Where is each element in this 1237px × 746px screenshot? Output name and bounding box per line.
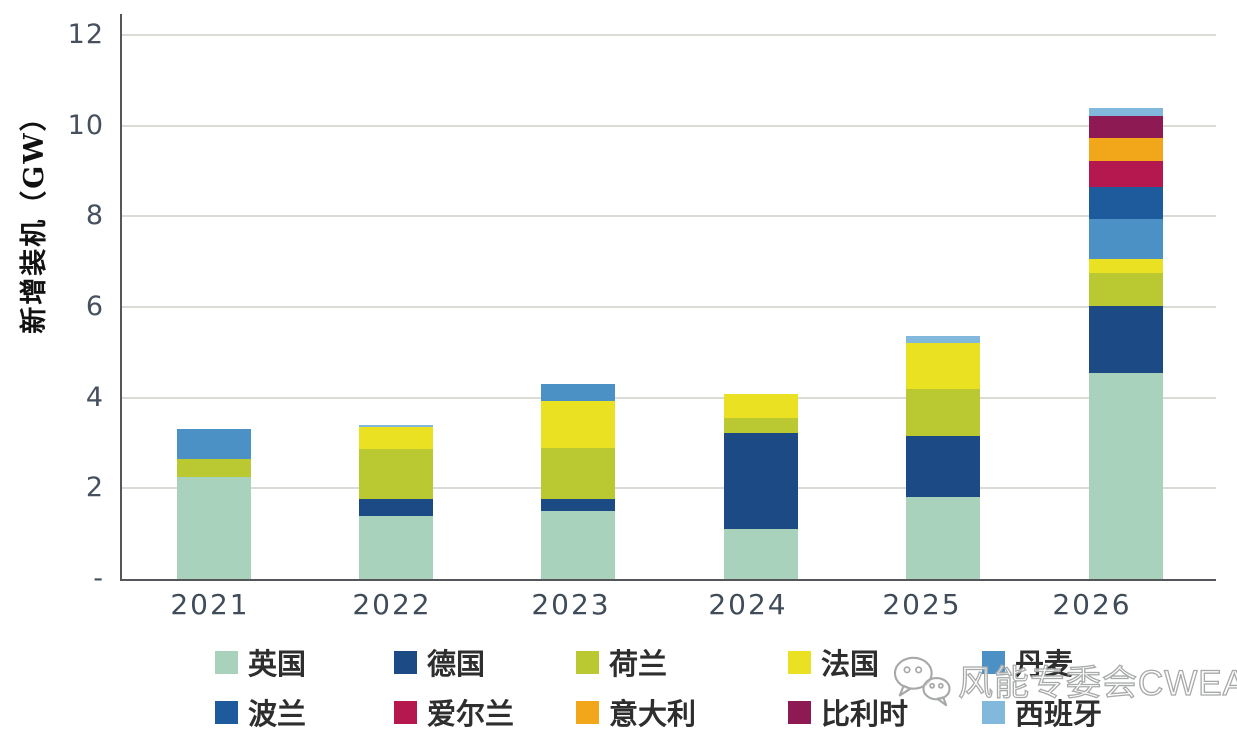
x-tick-label-2022: 2022 <box>352 588 432 621</box>
bar-segment-爱尔兰-2026 <box>1089 160 1163 187</box>
bar-segment-西班牙-2025 <box>906 335 980 344</box>
bar-segment-西班牙-2026 <box>1089 107 1163 117</box>
y-tick-label: 10 <box>67 109 104 141</box>
legend-item-荷兰: 荷兰 <box>576 647 667 681</box>
bar-segment-英国-2024 <box>724 529 798 579</box>
bar-segment-丹麦-2026 <box>1089 218 1163 260</box>
y-tick-label: 2 <box>85 472 104 504</box>
bar-segment-荷兰-2026 <box>1089 273 1163 306</box>
bar-segment-英国-2023 <box>541 511 615 579</box>
x-tick-label-2023: 2023 <box>531 588 611 621</box>
gridline <box>122 215 1216 218</box>
legend-item-比利时: 比利时 <box>788 697 908 731</box>
legend-label-英国: 英国 <box>248 647 307 681</box>
legend-item-法国: 法国 <box>788 647 879 681</box>
legend-swatch-爱尔兰 <box>394 700 417 724</box>
legend-swatch-比利时 <box>788 700 811 724</box>
legend-label-波兰: 波兰 <box>248 697 307 731</box>
legend-swatch-荷兰 <box>576 650 599 674</box>
bar-segment-德国-2025 <box>906 436 980 498</box>
bar-segment-英国-2021 <box>177 477 251 579</box>
gridline <box>122 124 1216 127</box>
bar-segment-荷兰-2021 <box>177 458 251 477</box>
bar-segment-德国-2026 <box>1089 305 1163 373</box>
y-tick-label: 8 <box>85 200 104 232</box>
legend-label-丹麦: 丹麦 <box>1015 647 1074 681</box>
x-axis-line <box>120 579 1216 581</box>
bar-segment-比利时-2026 <box>1089 116 1163 138</box>
gridline <box>122 487 1216 490</box>
legend-item-西班牙: 西班牙 <box>982 697 1102 731</box>
bar-segment-法国-2022 <box>359 427 433 449</box>
x-tick-label-2026: 2026 <box>1052 588 1132 621</box>
legend-swatch-意大利 <box>576 700 599 724</box>
legend-label-法国: 法国 <box>821 647 880 681</box>
bar-segment-波兰-2026 <box>1089 186 1163 219</box>
gridline <box>122 34 1216 36</box>
y-axis-line <box>120 14 122 581</box>
bar-segment-德国-2024 <box>724 433 798 530</box>
legend-swatch-西班牙 <box>982 700 1005 724</box>
legend-label-荷兰: 荷兰 <box>609 647 668 681</box>
y-tick-label: 4 <box>85 381 104 413</box>
gridline <box>122 306 1216 308</box>
gridline <box>122 396 1216 399</box>
y-tick-label: 6 <box>85 291 104 322</box>
bar-segment-英国-2025 <box>906 497 980 579</box>
y-tick-label: - <box>93 563 104 594</box>
bar-segment-丹麦-2021 <box>177 429 251 459</box>
legend-label-意大利: 意大利 <box>609 697 697 731</box>
bar-segment-法国-2025 <box>906 343 980 389</box>
bar-segment-丹麦-2023 <box>541 384 615 401</box>
bar-segment-荷兰-2025 <box>906 388 980 437</box>
legend-swatch-丹麦 <box>982 650 1005 674</box>
bar-segment-意大利-2026 <box>1089 137 1163 161</box>
bar-segment-德国-2022 <box>359 498 433 516</box>
bar-segment-德国-2023 <box>541 499 615 511</box>
legend-label-爱尔兰: 爱尔兰 <box>427 697 515 731</box>
legend-swatch-德国 <box>394 650 417 674</box>
legend-item-波兰: 波兰 <box>215 697 306 731</box>
bar-segment-荷兰-2022 <box>359 448 433 499</box>
legend-swatch-法国 <box>788 650 811 674</box>
x-tick-label-2024: 2024 <box>708 588 788 621</box>
bar-segment-法国-2026 <box>1089 259 1163 273</box>
bar-segment-法国-2024 <box>724 394 798 419</box>
x-tick-label-2025: 2025 <box>882 588 962 621</box>
legend-item-德国: 德国 <box>394 647 485 681</box>
legend-item-爱尔兰: 爱尔兰 <box>394 697 514 731</box>
bar-segment-英国-2022 <box>359 515 433 579</box>
legend-label-德国: 德国 <box>427 647 486 681</box>
bar-segment-法国-2023 <box>541 400 615 449</box>
legend-label-西班牙: 西班牙 <box>1015 697 1103 731</box>
legend-item-丹麦: 丹麦 <box>982 647 1073 681</box>
y-tick-label: 12 <box>67 19 104 50</box>
legend-swatch-波兰 <box>215 700 238 724</box>
bar-segment-西班牙-2022 <box>359 424 433 428</box>
bar-segment-荷兰-2024 <box>724 418 798 434</box>
legend-item-意大利: 意大利 <box>576 697 696 731</box>
legend-label-比利时: 比利时 <box>821 697 909 731</box>
bar-segment-荷兰-2023 <box>541 448 615 500</box>
legend-item-英国: 英国 <box>215 647 306 681</box>
x-tick-label-2021: 2021 <box>170 588 250 621</box>
bar-segment-英国-2026 <box>1089 372 1163 579</box>
legend-swatch-英国 <box>215 650 238 674</box>
